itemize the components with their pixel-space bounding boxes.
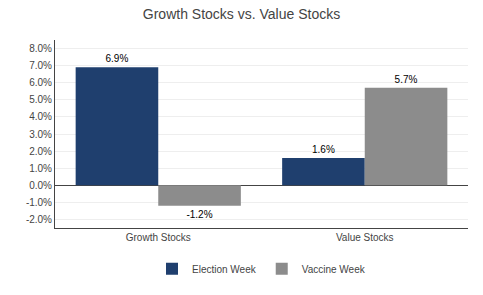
svg-text:2.0%: 2.0% [29,146,52,157]
svg-text:-2.0%: -2.0% [26,214,52,225]
svg-text:6.9%: 6.9% [105,53,128,64]
svg-text:5.7%: 5.7% [395,74,418,85]
svg-text:-1.2%: -1.2% [186,209,212,220]
svg-text:6.0%: 6.0% [29,77,52,88]
svg-text:-1.0%: -1.0% [26,197,52,208]
svg-text:3.0%: 3.0% [29,129,52,140]
svg-text:0.0%: 0.0% [29,180,52,191]
svg-text:8.0%: 8.0% [29,43,52,54]
svg-text:Vaccine Week: Vaccine Week [302,264,366,275]
svg-text:Growth Stocks vs. Value Stocks: Growth Stocks vs. Value Stocks [143,6,340,22]
svg-text:1.0%: 1.0% [29,163,52,174]
svg-text:5.0%: 5.0% [29,94,52,105]
svg-text:Growth Stocks: Growth Stocks [126,232,191,243]
svg-text:4.0%: 4.0% [29,111,52,122]
svg-text:1.6%: 1.6% [312,144,335,155]
svg-text:Election Week: Election Week [192,264,257,275]
svg-text:7.0%: 7.0% [29,60,52,71]
svg-text:Value Stocks: Value Stocks [336,232,394,243]
